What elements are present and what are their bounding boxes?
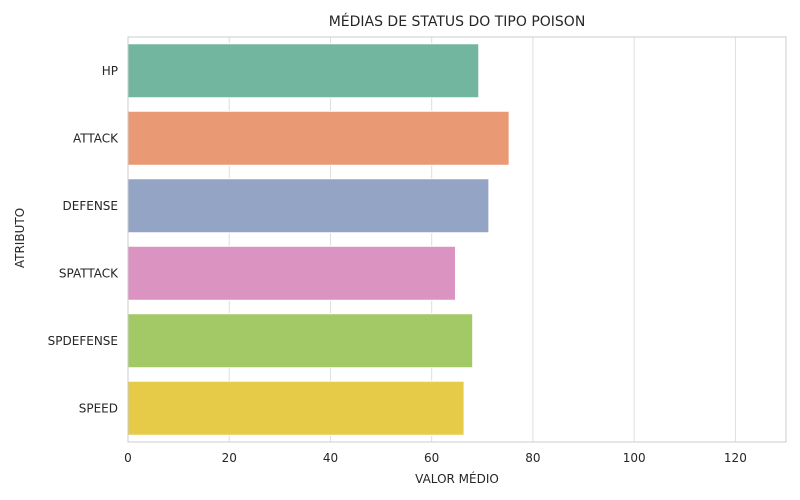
x-axis-label: VALOR MÉDIO [415, 471, 499, 486]
x-tick-label: 80 [525, 451, 540, 465]
plot-frame [127, 36, 787, 443]
y-tick-label: ATTACK [73, 131, 119, 145]
bar-hp [127, 43, 480, 99]
y-axis-ticks: HP ATTACK DEFENSE SPATTACK SPDEFENSE SPEED [48, 64, 119, 416]
bar-spattack [127, 245, 456, 301]
x-tick-label: 20 [222, 451, 237, 465]
x-tick-label: 40 [323, 451, 338, 465]
y-tick-label: HP [102, 64, 118, 78]
bar-defense [127, 178, 490, 234]
x-axis-ticks: 0 20 40 60 80 100 120 [124, 451, 747, 465]
grid-lines [228, 37, 736, 442]
x-tick-label: 0 [124, 451, 132, 465]
y-tick-label: SPDEFENSE [48, 334, 118, 348]
x-tick-label: 120 [724, 451, 747, 465]
bar-attack [127, 110, 510, 166]
y-tick-label: DEFENSE [63, 199, 118, 213]
y-tick-label: SPATTACK [59, 266, 119, 280]
y-axis-label: ATRIBUTO [13, 208, 27, 268]
x-tick-label: 100 [623, 451, 646, 465]
chart-title: MÉDIAS DE STATUS DO TIPO POISON [329, 13, 586, 30]
x-tick-label: 60 [424, 451, 439, 465]
bars-group [127, 43, 510, 436]
plot-border [127, 36, 787, 443]
y-tick-label: SPEED [79, 401, 118, 415]
bar-spdefense [127, 313, 474, 369]
bar-speed [127, 380, 465, 436]
